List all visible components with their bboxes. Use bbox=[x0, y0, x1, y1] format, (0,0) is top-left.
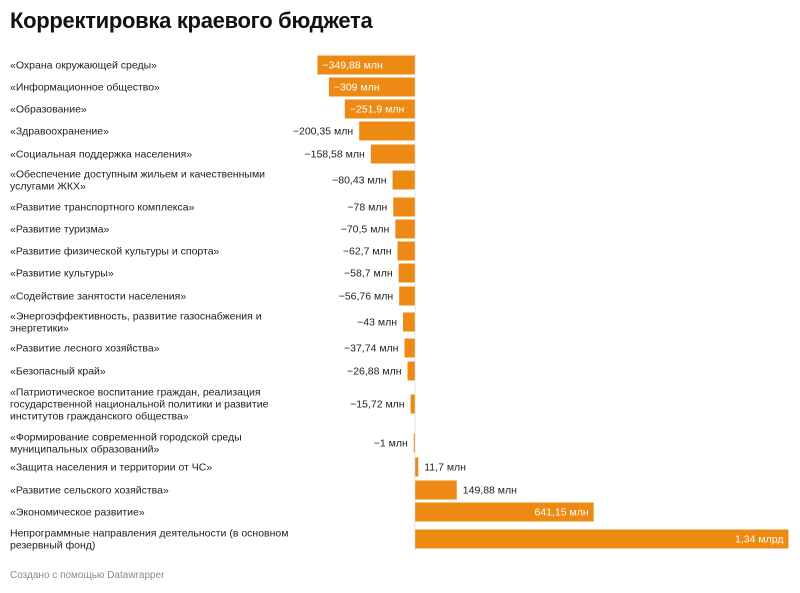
bar-row: «Содействие занятости населения» −56,76 м… bbox=[10, 286, 415, 306]
bar-row: «Охрана окружающей среды» −349,88 млн bbox=[10, 55, 415, 75]
category-label: Непрограммные направления деятельности (… bbox=[10, 528, 288, 552]
value-label: 1,34 млрд bbox=[735, 534, 783, 546]
value-label: −15,72 млн bbox=[350, 399, 405, 411]
value-label: −309 млн bbox=[334, 82, 380, 94]
bar-row: «Безопасный край» −26,88 млн bbox=[10, 361, 415, 381]
category-label: «Обеспечение доступным жильем и качестве… bbox=[10, 169, 265, 193]
category-label: «Здравоохранение» bbox=[10, 126, 109, 138]
bar-row: «Патриотическое воспитание граждан, реал… bbox=[10, 387, 415, 423]
bar bbox=[415, 529, 789, 549]
category-label: «Развитие туризма» bbox=[10, 224, 110, 236]
category-label: «Экономическое развитие» bbox=[10, 507, 145, 519]
bar bbox=[415, 480, 457, 500]
value-label: 11,7 млн bbox=[424, 462, 466, 474]
value-label: −78 млн bbox=[347, 202, 387, 214]
value-label: −1 млн bbox=[374, 438, 408, 450]
category-label: «Энергоэффективность, развитие газоснабж… bbox=[10, 311, 262, 335]
bar bbox=[395, 219, 415, 239]
bar bbox=[399, 286, 415, 306]
category-label: «Развитие культуры» bbox=[10, 268, 114, 280]
category-label: «Патриотическое воспитание граждан, реал… bbox=[10, 387, 269, 423]
bar-row: «Образование» −251,9 млн bbox=[10, 99, 415, 119]
bar bbox=[398, 263, 415, 283]
bar bbox=[404, 338, 415, 358]
bar bbox=[415, 457, 419, 477]
bar bbox=[359, 121, 415, 141]
bar bbox=[410, 394, 415, 414]
value-label: −56,76 млн bbox=[339, 291, 394, 303]
bar-row: «Здравоохранение» −200,35 млн bbox=[10, 121, 415, 141]
bar bbox=[344, 99, 415, 119]
category-label: «Развитие транспортного комплекса» bbox=[10, 202, 195, 214]
category-label: «Защита населения и территории от ЧС» bbox=[10, 462, 212, 474]
bar-row: «Формирование современной городской сред… bbox=[10, 432, 415, 456]
value-label: −158,58 млн bbox=[304, 149, 365, 161]
bar-row: «Экономическое развитие» 641,15 млн bbox=[10, 502, 594, 522]
bar-row: «Энергоэффективность, развитие газоснабж… bbox=[10, 311, 415, 335]
bar bbox=[393, 197, 415, 217]
bar bbox=[413, 433, 415, 453]
bar bbox=[407, 361, 415, 381]
bar-row: «Развитие культуры» −58,7 млн bbox=[10, 263, 415, 283]
bar-row: «Развитие физической культуры и спорта» −… bbox=[10, 241, 415, 261]
category-label: «Развитие сельского хозяйства» bbox=[10, 485, 169, 497]
category-label: «Охрана окружающей среды» bbox=[10, 60, 157, 72]
bar-row: «Развитие лесного хозяйства» −37,74 млн bbox=[10, 338, 415, 358]
category-label: «Формирование современной городской сред… bbox=[10, 432, 242, 456]
value-label: −37,74 млн bbox=[344, 343, 399, 355]
value-label: 149,88 млн bbox=[463, 485, 517, 497]
bar-row: «Информационное общество» −309 млн bbox=[10, 77, 415, 97]
bar bbox=[415, 502, 594, 522]
category-label: «Безопасный край» bbox=[10, 366, 106, 378]
value-label: −62,7 млн bbox=[343, 246, 392, 258]
bar-row: «Социальная поддержка населения» −158,58 … bbox=[10, 144, 415, 164]
category-label: «Содействие занятости населения» bbox=[10, 291, 186, 303]
bar-row: «Развитие сельского хозяйства» 149,88 млн bbox=[10, 480, 517, 500]
footer-credit: Создано с помощью Datawrapper bbox=[10, 570, 165, 581]
chart-title: Корректировка краевого бюджета bbox=[10, 8, 373, 33]
category-label: «Информационное общество» bbox=[10, 82, 160, 94]
value-label: −43 млн bbox=[357, 317, 397, 329]
value-label: −58,7 млн bbox=[344, 268, 393, 280]
bar bbox=[317, 55, 415, 75]
value-label: −70,5 млн bbox=[341, 224, 390, 236]
value-label: −200,35 млн bbox=[293, 126, 354, 138]
bar-row: «Развитие туризма» −70,5 млн bbox=[10, 219, 415, 239]
bar-row: «Обеспечение доступным жильем и качестве… bbox=[10, 169, 415, 193]
category-label: «Социальная поддержка населения» bbox=[10, 149, 192, 161]
bar-row: Непрограммные направления деятельности (… bbox=[10, 528, 789, 552]
bar-row: «Защита населения и территории от ЧС» 11,… bbox=[10, 457, 466, 477]
bar bbox=[370, 144, 415, 164]
category-label: «Развитие физической культуры и спорта» bbox=[10, 246, 220, 258]
value-label: −26,88 млн bbox=[347, 366, 402, 378]
value-label: −349,88 млн bbox=[322, 60, 383, 72]
bar bbox=[328, 77, 415, 97]
category-label: «Образование» bbox=[10, 104, 87, 116]
bar bbox=[403, 312, 415, 332]
bar bbox=[392, 170, 415, 190]
bar-row: «Развитие транспортного комплекса» −78 мл… bbox=[10, 197, 415, 217]
value-label: −80,43 млн bbox=[332, 175, 387, 187]
value-label: −251,9 млн bbox=[350, 104, 405, 116]
bar bbox=[397, 241, 415, 261]
category-label: «Развитие лесного хозяйства» bbox=[10, 343, 160, 355]
value-label: 641,15 млн bbox=[535, 507, 589, 519]
